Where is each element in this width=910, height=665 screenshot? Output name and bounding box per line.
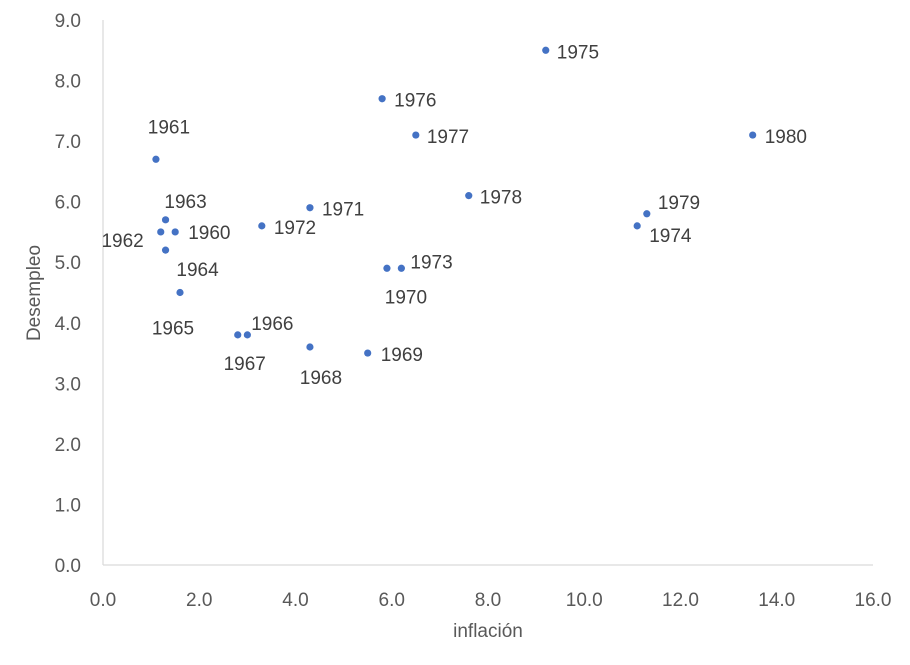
- y-tick-label: 7.0: [55, 132, 81, 153]
- x-axis-title: inflación: [453, 621, 523, 642]
- data-point: [234, 331, 242, 339]
- point-label: 1967: [224, 354, 266, 375]
- data-point: [171, 228, 179, 236]
- point-label: 1968: [300, 368, 342, 389]
- data-point: [412, 131, 420, 139]
- point-label: 1980: [765, 127, 807, 148]
- x-tick-labels: 0.0 2.0 4.0 6.0 8.0 10.0 12.0 14.0 16.0: [90, 590, 892, 611]
- x-tick-label: 12.0: [662, 590, 699, 611]
- data-point: [176, 288, 184, 297]
- point-label: 1966: [251, 314, 293, 335]
- point-label: 1972: [274, 218, 316, 239]
- y-tick-label: 4.0: [55, 314, 81, 335]
- data-point: [383, 264, 391, 272]
- x-tick-label: 14.0: [758, 590, 795, 611]
- point-label: 1975: [557, 42, 599, 63]
- data-point: [157, 228, 165, 236]
- point-label: 1970: [385, 287, 427, 308]
- data-point: [258, 222, 266, 230]
- point-label: 1979: [658, 193, 700, 214]
- y-tick-label: 9.0: [55, 11, 81, 32]
- data-point: [542, 46, 550, 54]
- x-tick-label: 8.0: [475, 590, 501, 611]
- data-point: [633, 222, 641, 230]
- axes: [102, 20, 873, 566]
- data-point: [643, 210, 651, 218]
- point-label: 1965: [152, 319, 194, 340]
- y-tick-label: 5.0: [55, 253, 81, 274]
- y-tick-labels: 0.0 1.0 2.0 3.0 4.0 5.0 6.0 7.0 8.0 9.0: [55, 11, 81, 577]
- y-tick-label: 3.0: [55, 374, 81, 395]
- point-label: 1969: [381, 345, 423, 366]
- x-tick-label: 4.0: [282, 590, 308, 611]
- point-label: 1960: [188, 223, 230, 244]
- y-tick-label: 0.0: [55, 556, 81, 577]
- point-labels: 1960 1961 1962 1963 1964 1965 1966 1967 1968 1969…: [101, 42, 807, 389]
- x-tick-label: 10.0: [566, 590, 603, 611]
- point-label: 1971: [322, 200, 364, 221]
- x-tick-label: 16.0: [855, 590, 892, 611]
- y-axis-title: Desempleo: [24, 245, 45, 341]
- data-point: [397, 264, 405, 272]
- data-point: [161, 216, 170, 224]
- point-label: 1977: [427, 127, 469, 148]
- y-tick-label: 2.0: [55, 435, 81, 456]
- x-tick-label: 2.0: [186, 590, 212, 611]
- data-point: [465, 192, 473, 200]
- point-label: 1962: [101, 231, 143, 252]
- data-point: [152, 155, 160, 163]
- x-tick-label: 6.0: [379, 590, 405, 611]
- point-label: 1974: [649, 226, 692, 247]
- data-point: [364, 349, 372, 357]
- y-tick-label: 1.0: [55, 495, 81, 516]
- data-points: [152, 46, 757, 357]
- data-point: [306, 204, 314, 212]
- y-tick-label: 8.0: [55, 72, 81, 93]
- data-point: [161, 246, 170, 254]
- point-label: 1964: [176, 260, 219, 281]
- point-label: 1961: [148, 117, 190, 138]
- x-tick-label: 0.0: [90, 590, 116, 611]
- point-label: 1963: [164, 192, 206, 213]
- data-point: [378, 95, 386, 103]
- point-label: 1976: [394, 91, 436, 112]
- data-point: [749, 131, 757, 139]
- data-point: [306, 343, 314, 351]
- data-point: [243, 331, 251, 339]
- y-tick-label: 6.0: [55, 193, 81, 214]
- point-label: 1973: [410, 252, 452, 273]
- point-label: 1978: [480, 188, 522, 209]
